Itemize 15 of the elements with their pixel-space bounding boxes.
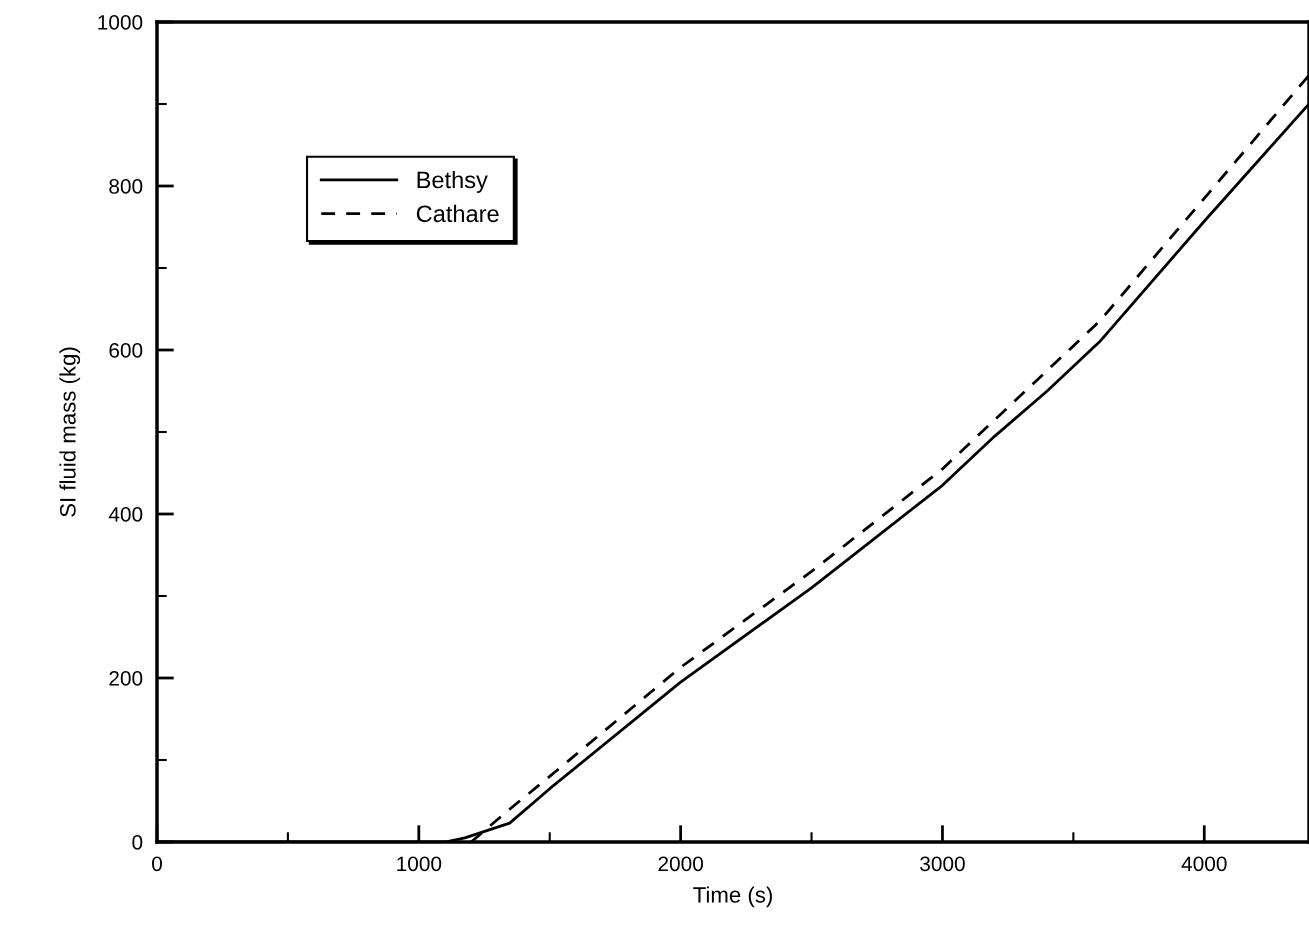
x-tick-label: 2000 <box>658 856 703 872</box>
x-tick-label: 1000 <box>397 856 442 872</box>
y-tick-label: 400 <box>108 507 143 522</box>
x-tick-label: 0 <box>152 856 162 872</box>
y-tick-label: 800 <box>109 179 143 194</box>
legend-label: Cathare <box>416 204 499 223</box>
x-tick-label: 4000 <box>1181 856 1227 872</box>
x-axis-title: Time (s) <box>693 886 772 908</box>
y-axis-title: SI fluid mass (kg) <box>59 347 81 517</box>
y-tick-label: 1000 <box>98 15 143 30</box>
legend-label: Bethsy <box>417 170 488 193</box>
y-tick-label: 600 <box>109 343 143 358</box>
y-tick-label: 200 <box>109 671 143 686</box>
y-tick-label: 0 <box>132 835 143 850</box>
x-tick-label: 3000 <box>920 856 965 872</box>
